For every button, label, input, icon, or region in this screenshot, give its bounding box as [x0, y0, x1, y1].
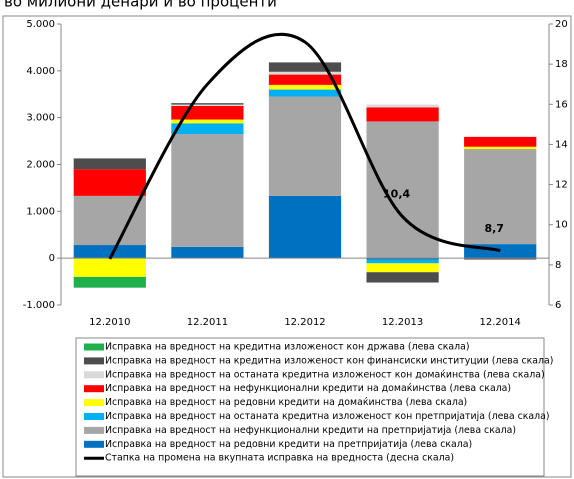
legend-swatch — [84, 343, 104, 351]
bar-segment — [464, 258, 537, 260]
legend-swatch — [84, 413, 104, 420]
legend-frame — [75, 337, 545, 477]
bar-segment — [268, 62, 342, 72]
y2-tick-label: 10 — [555, 220, 568, 231]
bar-segment — [73, 195, 146, 246]
legend-label: Исправка на вредност на останата кредитн… — [105, 369, 545, 380]
bar-segment — [366, 272, 439, 283]
y2-tick-label: 20 — [555, 19, 568, 30]
bar-segment — [464, 149, 537, 245]
x-tick-label: 12.2011 — [187, 317, 228, 328]
y-tick-label: 4.000 — [26, 66, 55, 77]
bar-segment — [171, 134, 244, 247]
y2-tick-label: 16 — [555, 99, 568, 110]
bar-segment — [464, 136, 537, 147]
x-tick-label: 12.2012 — [284, 317, 325, 328]
legend-label: Исправка на вредност на нефункционални к… — [105, 383, 511, 394]
bar-segment — [268, 195, 342, 259]
chart-frame — [2, 15, 572, 478]
bar-segment — [268, 74, 342, 85]
y2-tick-label: 8 — [555, 260, 561, 271]
legend-swatch — [84, 440, 104, 448]
y-tick-label: 0 — [49, 253, 55, 264]
y2-tick-label: 14 — [555, 139, 568, 150]
bar-segment — [464, 146, 537, 150]
bar-segment — [171, 123, 244, 135]
bar-segment — [73, 169, 146, 196]
y2-tick-label: 18 — [555, 59, 568, 70]
bar-segment — [73, 245, 146, 259]
x-tick-label: 12.2014 — [480, 317, 521, 328]
legend-label: Исправка на вредност на кредитна изложен… — [105, 355, 553, 366]
legend-label: Стапка на промена на вкупната исправка н… — [105, 453, 454, 464]
bar-segment — [171, 246, 244, 259]
data-label: 8,7 — [484, 222, 504, 235]
y2-tick-label: 6 — [555, 300, 561, 311]
bar-segment — [268, 89, 342, 97]
bar-segment — [73, 276, 146, 288]
data-label: 10,4 — [383, 188, 410, 201]
bar-segment — [171, 104, 244, 106]
bar-segment — [171, 103, 244, 105]
legend-label: Исправка на вредност на кредитна изложен… — [105, 342, 470, 353]
legend-swatch — [84, 426, 104, 434]
bar-segment — [73, 258, 146, 277]
legend-swatch — [84, 371, 104, 379]
bar-segment — [366, 107, 439, 122]
y-tick-label: 1.000 — [26, 206, 55, 217]
legend-label: Исправка на вредност на редовни кредити … — [105, 439, 472, 450]
x-tick-label: 12.2010 — [89, 317, 130, 328]
legend-label: Исправка на вредност на останата кредитн… — [105, 411, 550, 422]
bar-segment — [366, 263, 439, 273]
bar-segment — [268, 71, 342, 75]
legend-swatch — [84, 385, 104, 393]
chart-title: во милиони денари и во проценти — [4, 0, 277, 11]
y-tick-label: -1.000 — [23, 300, 55, 311]
y-tick-label: 3.000 — [26, 113, 55, 124]
legend-label: Исправка на вредност на редовни кредити … — [105, 397, 467, 408]
legend-label: Исправка на вредност на нефункционални к… — [105, 425, 516, 436]
bar-segment — [366, 104, 439, 108]
y-tick-label: 2.000 — [26, 160, 55, 171]
bar-segment — [73, 158, 146, 170]
bar-segment — [171, 119, 244, 124]
x-tick-label: 12.2013 — [382, 317, 423, 328]
bar-segment — [268, 84, 342, 90]
bar-segment — [268, 96, 342, 196]
line-series — [108, 32, 501, 260]
legend-swatch — [84, 357, 104, 365]
bar-segment — [366, 258, 439, 260]
y2-tick-label: 12 — [555, 180, 568, 191]
legend-swatch — [84, 399, 104, 407]
bar-segment — [366, 259, 439, 264]
y-tick-label: 5.000 — [26, 19, 55, 30]
